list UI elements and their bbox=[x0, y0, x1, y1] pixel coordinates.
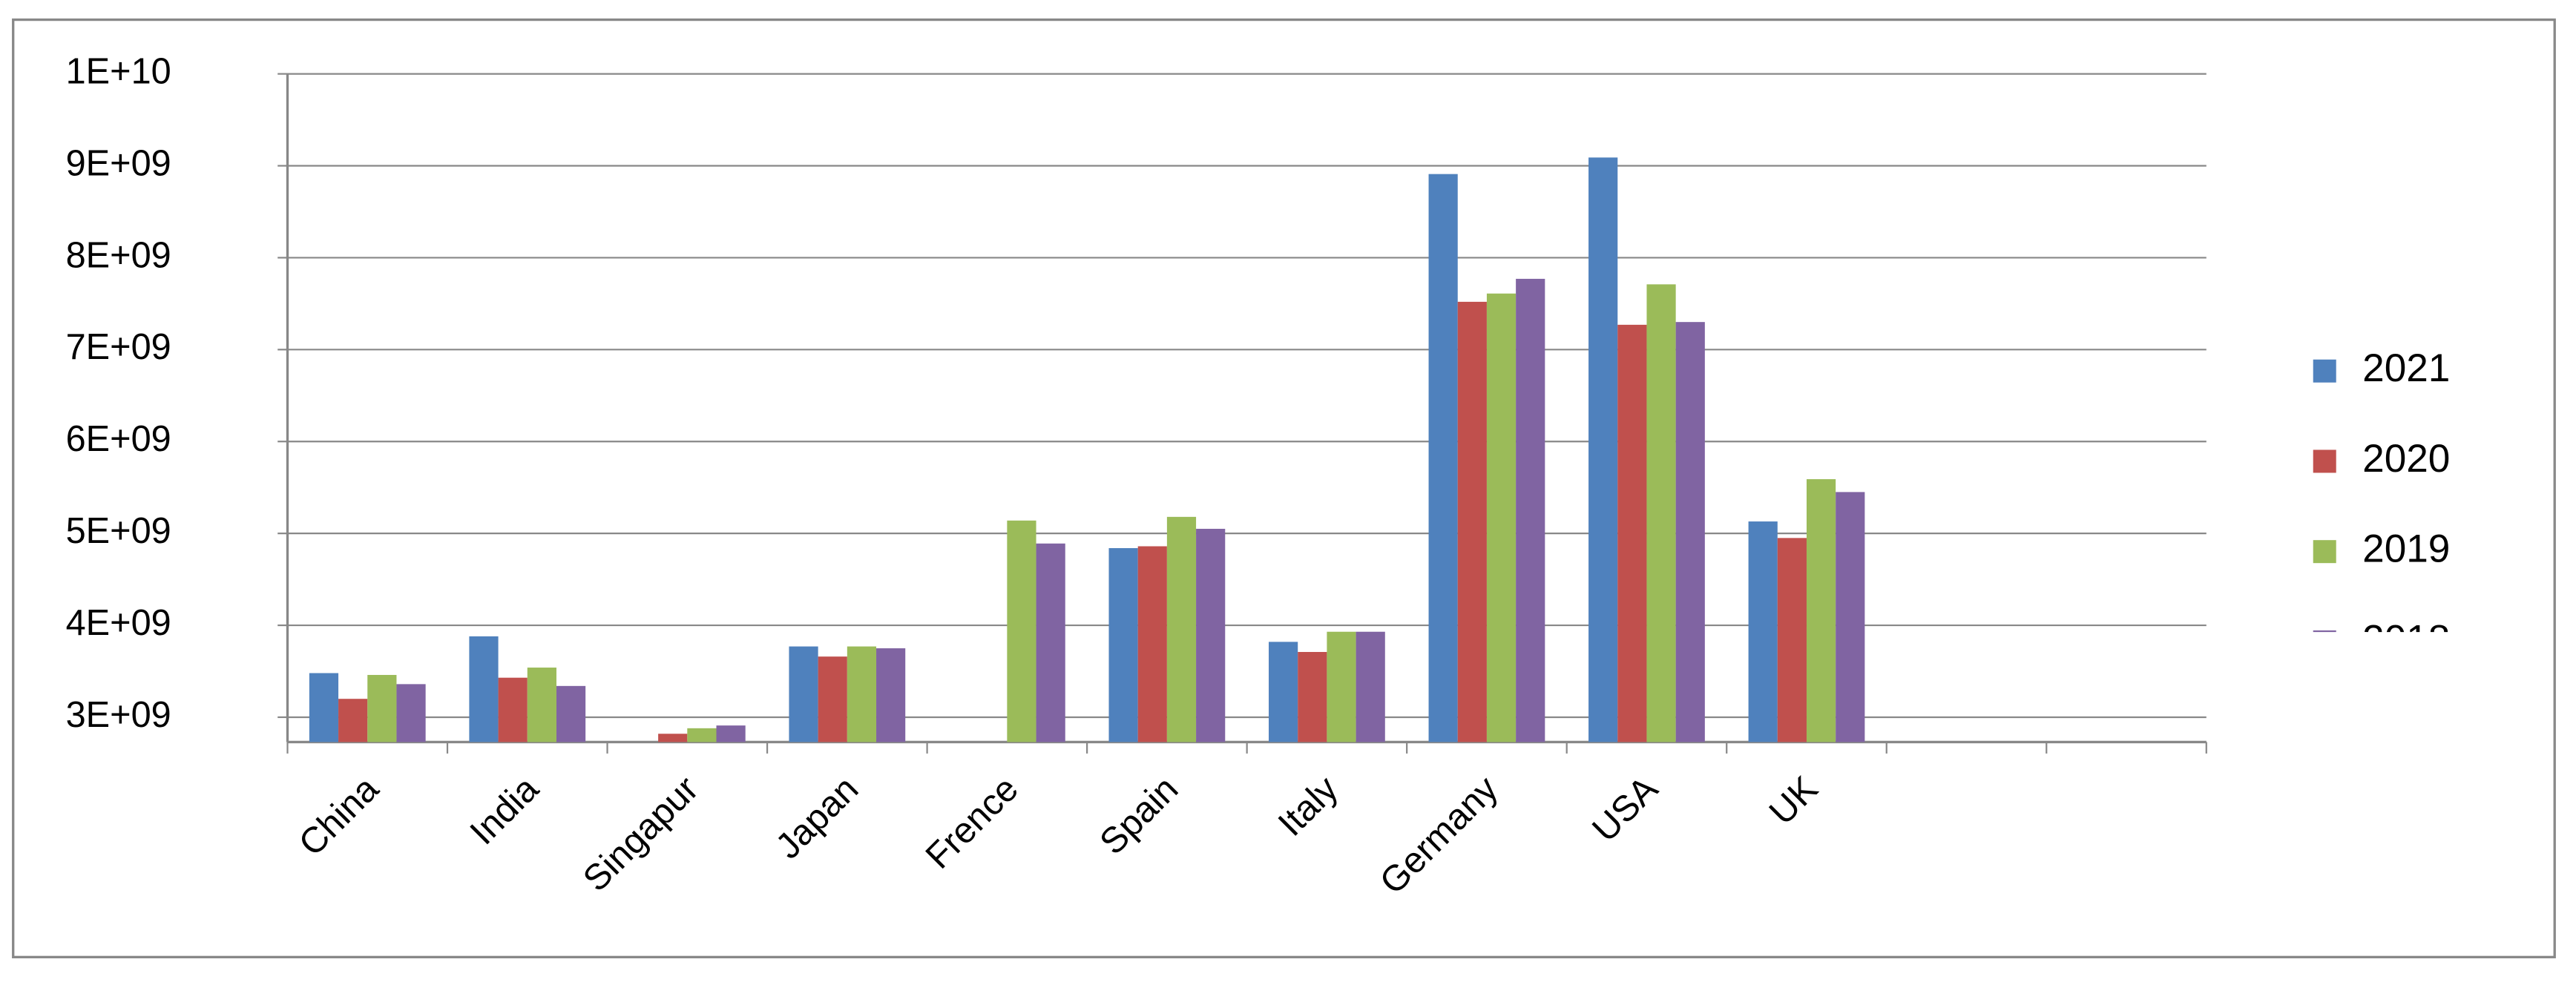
y-tick-label: 1E+10 bbox=[66, 51, 171, 91]
legend-swatch bbox=[2313, 630, 2336, 633]
bar bbox=[527, 668, 556, 742]
bar bbox=[1428, 174, 1458, 742]
bar bbox=[847, 646, 877, 742]
bar bbox=[1457, 301, 1487, 742]
y-tick-label: 5E+09 bbox=[66, 511, 171, 551]
bar bbox=[1588, 157, 1618, 742]
bar bbox=[367, 674, 397, 742]
bar bbox=[1327, 631, 1356, 742]
legend-label: 2018 bbox=[2362, 617, 2450, 661]
bar bbox=[1298, 651, 1327, 742]
y-tick-label: 6E+09 bbox=[66, 419, 171, 459]
bar bbox=[1269, 642, 1298, 742]
y-tick-label: 4E+09 bbox=[66, 603, 171, 643]
bar bbox=[338, 699, 368, 742]
bar bbox=[309, 673, 339, 742]
bar bbox=[789, 646, 818, 742]
legend-swatch bbox=[2313, 359, 2336, 383]
bar bbox=[818, 656, 847, 742]
bar bbox=[1748, 521, 1778, 742]
legend: 2021 2020 2019 2018 bbox=[2313, 346, 2450, 661]
bar bbox=[1806, 479, 1836, 742]
bar bbox=[469, 636, 499, 742]
y-tick-label: 3E+09 bbox=[66, 695, 171, 735]
bar bbox=[1675, 322, 1705, 742]
bar bbox=[716, 725, 746, 742]
legend-swatch bbox=[2313, 449, 2336, 473]
bar bbox=[1516, 278, 1545, 742]
bar bbox=[396, 684, 426, 742]
bar bbox=[1617, 324, 1647, 742]
bar bbox=[498, 677, 528, 742]
bar bbox=[1036, 543, 1065, 742]
bar bbox=[1646, 284, 1676, 742]
legend-label: 2021 bbox=[2362, 346, 2450, 390]
bar bbox=[1007, 520, 1036, 742]
chart-border bbox=[12, 18, 2556, 959]
y-tick-label: 8E+09 bbox=[66, 235, 171, 275]
y-tick-label: 9E+09 bbox=[66, 143, 171, 183]
bar bbox=[1356, 631, 1385, 742]
bar bbox=[1166, 516, 1197, 742]
legend-swatch bbox=[2313, 540, 2336, 564]
legend-label: 2019 bbox=[2362, 527, 2450, 571]
bar bbox=[1196, 528, 1226, 742]
legend-label: 2020 bbox=[2362, 437, 2450, 481]
bar bbox=[1836, 492, 1865, 742]
bar bbox=[687, 728, 717, 742]
bar bbox=[1777, 538, 1807, 742]
bar bbox=[556, 685, 586, 742]
bar bbox=[658, 734, 688, 742]
bar bbox=[1108, 547, 1138, 742]
bar bbox=[1137, 546, 1167, 742]
y-tick-label: 7E+09 bbox=[66, 327, 171, 367]
bar bbox=[1486, 293, 1517, 742]
bar bbox=[876, 648, 906, 742]
